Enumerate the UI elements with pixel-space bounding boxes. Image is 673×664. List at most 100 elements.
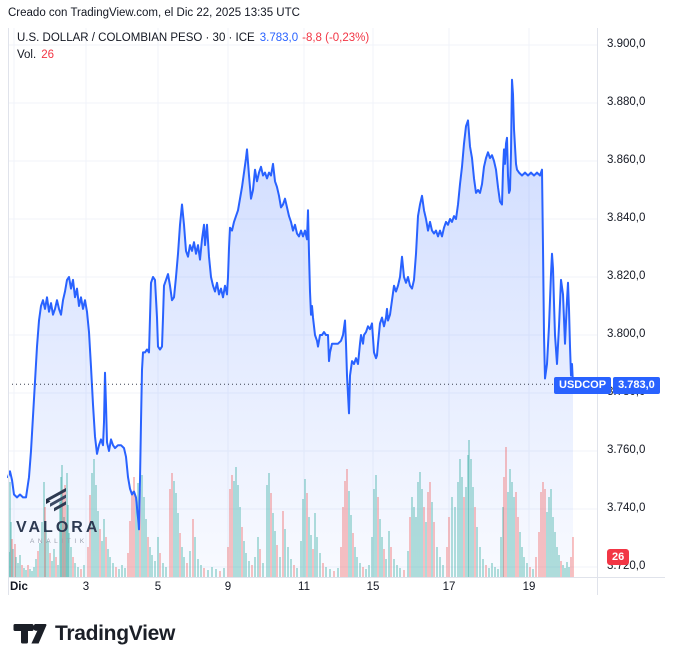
volume-bar [154, 561, 156, 577]
volume-bar [207, 570, 209, 577]
volume-bar [223, 568, 225, 577]
volume-bar [340, 547, 342, 577]
volume-bar [322, 563, 324, 577]
volume-bar [564, 568, 566, 577]
time-tick-label: 15 [366, 581, 380, 593]
volume-bar [245, 553, 247, 577]
volume-bar [442, 565, 444, 577]
volume-bar [381, 537, 383, 577]
volume-bar [542, 482, 544, 577]
volume-bar [513, 497, 515, 577]
time-tick-label: 5 [154, 581, 162, 593]
volume-bar [502, 507, 504, 577]
volume-bar [23, 568, 25, 577]
volume-bar [500, 537, 502, 577]
volume-bar [519, 532, 521, 577]
volume-bar [141, 475, 143, 577]
area-fill [8, 79, 573, 578]
volume-bar [560, 561, 562, 577]
price-tag: 3.783,0 [613, 377, 660, 394]
volume-bar [15, 557, 17, 577]
volume-bar [55, 557, 57, 577]
volume-bar [517, 517, 519, 577]
volume-bar [66, 473, 68, 577]
volume-bar [419, 472, 421, 577]
volume-bar [385, 559, 387, 577]
volume-bar [83, 565, 85, 577]
volume-bar [521, 547, 523, 577]
volume-bar [179, 533, 181, 577]
volume-bar [21, 565, 23, 577]
volume-bar [49, 553, 51, 577]
volume-bar [80, 569, 82, 577]
export-caption: Creado con TradingView.com, el Dic 22, 2… [8, 7, 300, 19]
volume-bar [183, 557, 185, 577]
volume-bar [87, 547, 89, 577]
volume-bar [99, 529, 101, 577]
volume-bar [300, 541, 302, 577]
volume-bar [488, 568, 490, 577]
volume-bar [101, 541, 103, 577]
volume-bar [133, 477, 135, 577]
volume-bar [9, 482, 11, 577]
volume-bar [14, 544, 16, 577]
volume-bar [145, 519, 147, 577]
price-tick-label: 3.740,0 [607, 502, 646, 514]
time-tick-label: 9 [224, 581, 232, 593]
volume-bar [413, 507, 415, 577]
volume-bar [568, 567, 570, 577]
volume-bar [421, 489, 423, 577]
time-tick-label: 19 [522, 581, 536, 593]
volume-bar [350, 515, 352, 577]
volume-bar [365, 569, 367, 577]
volume-bar [526, 563, 528, 577]
volume-bar [237, 485, 239, 577]
volume-bar [558, 555, 560, 577]
volume-bar [461, 477, 463, 577]
volume-bar [465, 487, 467, 577]
volume-bar [254, 557, 256, 577]
volume-badge: 26 [607, 549, 630, 565]
volume-bar [562, 565, 564, 577]
volume-bar [375, 475, 377, 577]
volume-bar [162, 563, 164, 577]
volume-bar [463, 497, 465, 577]
volume-bar [346, 469, 348, 577]
volume-bar [544, 489, 546, 577]
volume-bar [19, 555, 21, 577]
volume-bar [47, 541, 49, 577]
volume-bar [296, 568, 298, 577]
price-tick-label: 3.900,0 [607, 38, 646, 50]
volume-bar [439, 557, 441, 577]
volume-bar [337, 568, 339, 577]
volume-bar [25, 570, 27, 577]
valora-watermark: VALORA ANALITIK [16, 487, 100, 545]
volume-bar [186, 563, 188, 577]
volume-bar [200, 565, 202, 577]
tradingview-glyph-icon [13, 617, 47, 650]
volume-bar [91, 473, 93, 577]
volume-bar [308, 517, 310, 577]
volume-bar [379, 519, 381, 577]
volume-bar [515, 492, 517, 577]
volume-bar [377, 497, 379, 577]
volume-bar [149, 547, 151, 577]
volume-bar [548, 497, 550, 577]
volume-bar [197, 559, 199, 577]
volume-bar [181, 547, 183, 577]
volume-bar [59, 502, 61, 577]
volume-bar [121, 565, 123, 577]
volume-bar [479, 547, 481, 577]
volume-bar [51, 561, 53, 577]
volume-bar [41, 522, 43, 577]
watermark-title: VALORA [16, 519, 101, 536]
volume-bar [552, 517, 554, 577]
volume-bar [403, 570, 405, 577]
volume-bar [239, 507, 241, 577]
volume-bar [29, 569, 31, 577]
time-tick-label: 3 [82, 581, 90, 593]
volume-bar [169, 489, 171, 577]
volume-bar [459, 459, 461, 577]
volume-bar [507, 492, 509, 577]
